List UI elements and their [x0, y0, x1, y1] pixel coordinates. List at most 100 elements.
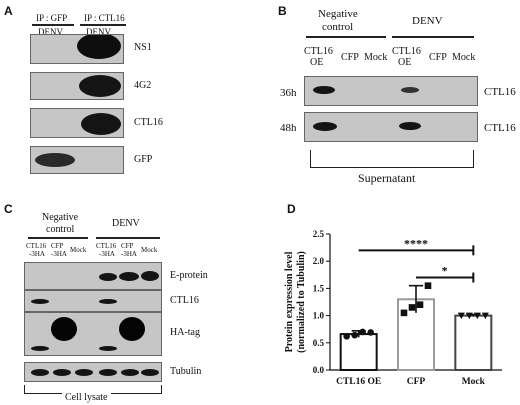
band [77, 35, 121, 59]
band [119, 272, 139, 281]
blot-a-ns1 [30, 34, 124, 64]
band [31, 299, 49, 304]
band [313, 122, 337, 131]
y-tick-label: 0.5 [313, 338, 325, 348]
blot-b-48h [304, 112, 478, 142]
data-point [481, 312, 489, 320]
panel-c-lane-mock-1: Mock [70, 246, 87, 254]
panel-a-ip-gfp: IP : GFP [36, 13, 68, 23]
panel-c-label: C [4, 202, 13, 216]
panel-c-denv-line [96, 237, 160, 239]
panel-c-group-neg-1: Negative [42, 212, 79, 223]
band [121, 369, 139, 376]
panel-c-row-hatag: HA-tag [170, 327, 200, 338]
blot-a-gfp [30, 146, 124, 174]
data-point [457, 312, 465, 320]
panel-a-row-4g2: 4G2 [134, 80, 152, 91]
band [31, 369, 49, 376]
panel-b-group-neg-2: control [322, 21, 354, 33]
band [99, 369, 117, 376]
panel-c-lane-ctl16-1b: -3HA [29, 250, 45, 258]
bar [339, 333, 378, 371]
panel-b-lane-ctl16-1b: OE [310, 57, 324, 68]
panel-b-group-denv: DENV [412, 15, 443, 27]
panel-b-group-neg-1: Negative [318, 8, 358, 20]
x-tick-label: CFP [407, 377, 426, 387]
panel-a-lane-ctl16: DENV [86, 27, 111, 37]
panel-b-row-36h: CTL16 [484, 86, 516, 98]
panel-a-label: A [4, 4, 13, 18]
blot-c-ctl16 [24, 290, 162, 312]
blot-a-4g2 [30, 72, 124, 100]
panel-b-neg-line [306, 36, 386, 38]
band [53, 369, 71, 376]
x-tick-label: CTL16 OE [336, 377, 381, 387]
panel-b-bracket-left [310, 150, 311, 168]
band [99, 299, 117, 304]
band [119, 317, 145, 341]
band [141, 271, 159, 281]
panel-d-label: D [287, 202, 296, 216]
y-tick-label: 1.0 [313, 311, 325, 321]
panel-b-lane-cfp-1: CFP [341, 52, 359, 63]
panel-a-row-ctl16: CTL16 [134, 117, 163, 128]
panel-b-lane-cfp-2: CFP [429, 52, 447, 63]
data-point [343, 332, 350, 340]
data-point [416, 301, 424, 309]
panel-b-denv-line [392, 36, 474, 38]
bar [454, 314, 493, 371]
panel-c-lane-cfp-2a: CFP [121, 242, 134, 250]
blot-b-36h [304, 76, 478, 106]
panel-b-bracket-bottom [310, 167, 474, 168]
y-tick-label: 2.5 [313, 229, 325, 239]
band [81, 113, 121, 135]
data-point [359, 328, 366, 336]
y-tick-label: 2.0 [313, 256, 325, 266]
panel-c-cell-lysate: Cell lysate [62, 392, 111, 403]
panel-c-group-neg-2: control [46, 224, 75, 235]
y-axis-label: Protein expression level [284, 251, 295, 352]
band [99, 273, 117, 281]
panel-c-lane-mock-2: Mock [141, 246, 158, 254]
band [75, 369, 93, 376]
band [401, 87, 419, 93]
x-tick-label: Mock [462, 377, 486, 387]
data-point [465, 312, 473, 320]
panel-b-lane-mock-1: Mock [364, 52, 388, 63]
panel-b-row-48h: CTL16 [484, 122, 516, 134]
panel-c-neg-line [28, 237, 88, 239]
data-point [400, 309, 408, 317]
panel-a-lane-gfp: DENV [38, 27, 63, 37]
panel-c-group-denv: DENV [112, 218, 140, 229]
panel-b-lane-mock-2: Mock [452, 52, 476, 63]
blot-c-eprotein [24, 262, 162, 290]
panel-a-ip-gfp-line [32, 24, 74, 26]
panel-b-supernatant: Supernatant [358, 171, 416, 185]
band [141, 369, 159, 376]
sig-label: **** [404, 236, 428, 250]
blot-a-ctl16 [30, 108, 124, 138]
panel-a-ip-ctl16: IP : CTL16 [84, 13, 125, 23]
band [399, 122, 421, 130]
panel-c-row-ctl16: CTL16 [170, 295, 199, 306]
panel-c-lane-cfp-1b: -3HA [51, 250, 67, 258]
panel-c-lane-ctl16-1a: CTL16 [26, 242, 47, 250]
panel-c-row-tubulin: Tubulin [170, 366, 202, 377]
panel-b-time-48h: 48h [280, 122, 297, 134]
blot-c-tubulin [24, 362, 162, 382]
panel-b-bracket-right [473, 150, 474, 168]
panel-a-ip-ctl16-line [80, 24, 126, 26]
panel-b-lane-ctl16-2b: OE [398, 57, 412, 68]
panel-c-bracket-right [161, 385, 162, 394]
panel-c-row-eprotein: E-protein [170, 270, 208, 281]
band [99, 346, 117, 351]
band [35, 153, 75, 167]
data-point [351, 331, 358, 339]
panel-b-time-36h: 36h [280, 87, 297, 99]
data-point [408, 304, 416, 311]
panel-c-lane-ctl16-2b: -3HA [99, 250, 115, 258]
panel-b-lane-ctl16-1a: CTL16 [304, 46, 333, 57]
panel-c-bracket-left [24, 385, 25, 394]
panel-c-lane-ctl16-2a: CTL16 [96, 242, 117, 250]
